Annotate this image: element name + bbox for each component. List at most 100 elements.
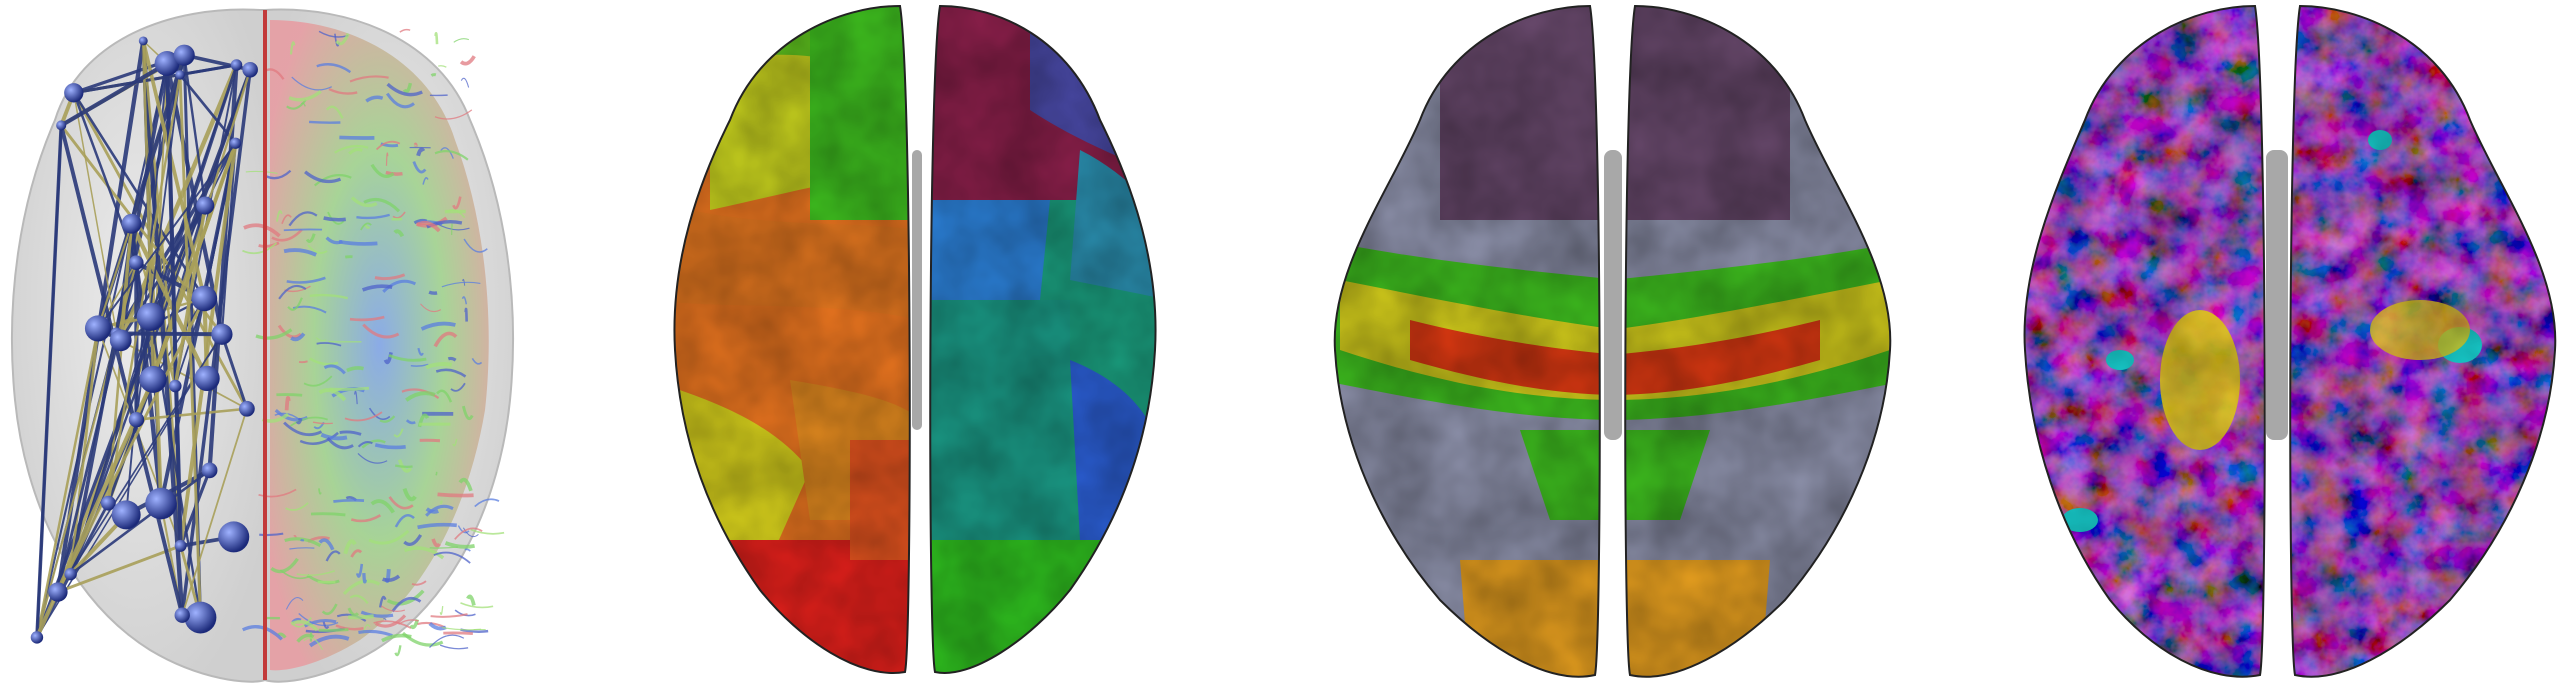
fiber-stroke bbox=[433, 331, 458, 348]
brain-network-and-fiber-tracts-icon bbox=[11, 8, 514, 683]
network-edge bbox=[35, 262, 138, 638]
fiber-stroke bbox=[321, 603, 338, 616]
fiber-stroke bbox=[374, 614, 407, 628]
fiber-stroke bbox=[356, 213, 390, 220]
fiber-stroke bbox=[412, 161, 427, 174]
fiber-stroke bbox=[435, 471, 438, 476]
fiber-stroke bbox=[326, 105, 344, 119]
fiber-stroke bbox=[402, 82, 413, 94]
fiber-stroke bbox=[461, 296, 468, 305]
fiber-stroke bbox=[416, 147, 426, 157]
fiber-stroke bbox=[283, 248, 317, 257]
network-node bbox=[194, 365, 220, 392]
fiber-stroke bbox=[299, 431, 339, 445]
fiber-stroke bbox=[284, 396, 291, 411]
fiber-stroke bbox=[289, 41, 296, 55]
network-edge bbox=[141, 40, 207, 299]
fiber-stroke bbox=[318, 388, 347, 402]
network-node bbox=[128, 411, 145, 428]
fiber-stroke bbox=[259, 532, 284, 537]
fiber-stroke bbox=[439, 644, 469, 650]
network-node bbox=[191, 285, 218, 312]
fiber-stroke bbox=[392, 211, 406, 219]
fiber-stroke bbox=[271, 228, 303, 242]
network-edge bbox=[149, 64, 238, 318]
fiber-stroke bbox=[471, 357, 483, 365]
fiber-stroke bbox=[255, 328, 293, 340]
network-nodes bbox=[30, 36, 258, 644]
fiber-stroke bbox=[391, 596, 422, 613]
activation-panel bbox=[1320, 0, 1910, 687]
fiber-stroke bbox=[454, 527, 483, 540]
fiber-stroke bbox=[339, 430, 362, 436]
network-edge bbox=[35, 328, 100, 638]
fiber-stroke bbox=[441, 281, 481, 288]
fiber-stroke bbox=[300, 538, 305, 542]
fiber-stroke bbox=[245, 170, 278, 175]
fiber-stroke bbox=[464, 548, 471, 552]
right-hemisphere-folds bbox=[930, 6, 1156, 674]
fiber-stroke bbox=[285, 597, 304, 610]
network-edge bbox=[178, 74, 202, 618]
network-node bbox=[173, 44, 195, 66]
fiber-stroke bbox=[289, 416, 328, 427]
fiber-stroke bbox=[358, 629, 393, 637]
fiber-stroke bbox=[470, 528, 505, 535]
network-node bbox=[239, 400, 255, 417]
network-edge bbox=[69, 469, 211, 576]
fiber-stroke bbox=[463, 238, 488, 253]
network-edge bbox=[173, 205, 207, 387]
fiber-stroke bbox=[283, 228, 323, 232]
network-node bbox=[64, 567, 77, 581]
network-node bbox=[230, 59, 243, 71]
fiber-stroke bbox=[417, 522, 457, 530]
fiber-stroke bbox=[464, 307, 468, 322]
fiber-stroke bbox=[291, 76, 333, 91]
fiber-stroke bbox=[382, 574, 401, 582]
fiber-stroke bbox=[374, 273, 406, 281]
fiber-stroke bbox=[405, 391, 436, 402]
fiber-stroke bbox=[413, 142, 418, 147]
fiber-stroke bbox=[298, 360, 308, 364]
fiber-stroke bbox=[357, 453, 388, 464]
network-edge bbox=[183, 54, 207, 206]
fiber-stroke bbox=[288, 211, 318, 227]
fiber-stroke bbox=[346, 366, 364, 373]
fiber-stroke bbox=[329, 386, 370, 391]
fiber-stroke bbox=[278, 284, 307, 300]
fiber-stroke bbox=[284, 537, 322, 548]
fiber-stroke bbox=[333, 498, 365, 503]
fiber-stroke bbox=[433, 551, 471, 564]
network-node bbox=[229, 137, 242, 149]
fiber-stroke bbox=[303, 375, 333, 387]
fiber-stroke bbox=[430, 613, 468, 618]
network-edge bbox=[68, 63, 169, 575]
network-node bbox=[128, 255, 144, 271]
fiber-stroke bbox=[308, 120, 341, 124]
network-node bbox=[100, 495, 116, 511]
fiber-stroke bbox=[308, 634, 350, 648]
network-node bbox=[136, 302, 165, 331]
fiber-stroke bbox=[394, 464, 413, 468]
fiber-stroke bbox=[320, 432, 348, 441]
fiber-stroke bbox=[420, 321, 456, 331]
fiber-tract-strokes bbox=[242, 28, 505, 657]
fiber-stroke bbox=[474, 498, 500, 508]
fiber-stroke bbox=[309, 357, 339, 366]
fiber-stroke bbox=[437, 492, 474, 498]
fiber-stroke bbox=[370, 163, 395, 178]
fiber-stroke bbox=[312, 421, 333, 425]
fiber-stroke bbox=[342, 579, 381, 595]
fiber-stroke bbox=[442, 626, 482, 631]
network-node bbox=[56, 120, 67, 131]
fiber-stroke bbox=[290, 332, 306, 342]
fiber-stroke bbox=[385, 170, 403, 176]
fiber-stroke bbox=[242, 625, 283, 641]
fiber-stroke bbox=[439, 500, 443, 504]
fiber-stroke bbox=[242, 242, 278, 255]
fiber-stroke bbox=[444, 541, 475, 549]
midline-gap bbox=[912, 150, 922, 430]
fiber-stroke bbox=[265, 169, 292, 180]
network-edge bbox=[220, 333, 249, 410]
network-edge bbox=[69, 328, 100, 575]
